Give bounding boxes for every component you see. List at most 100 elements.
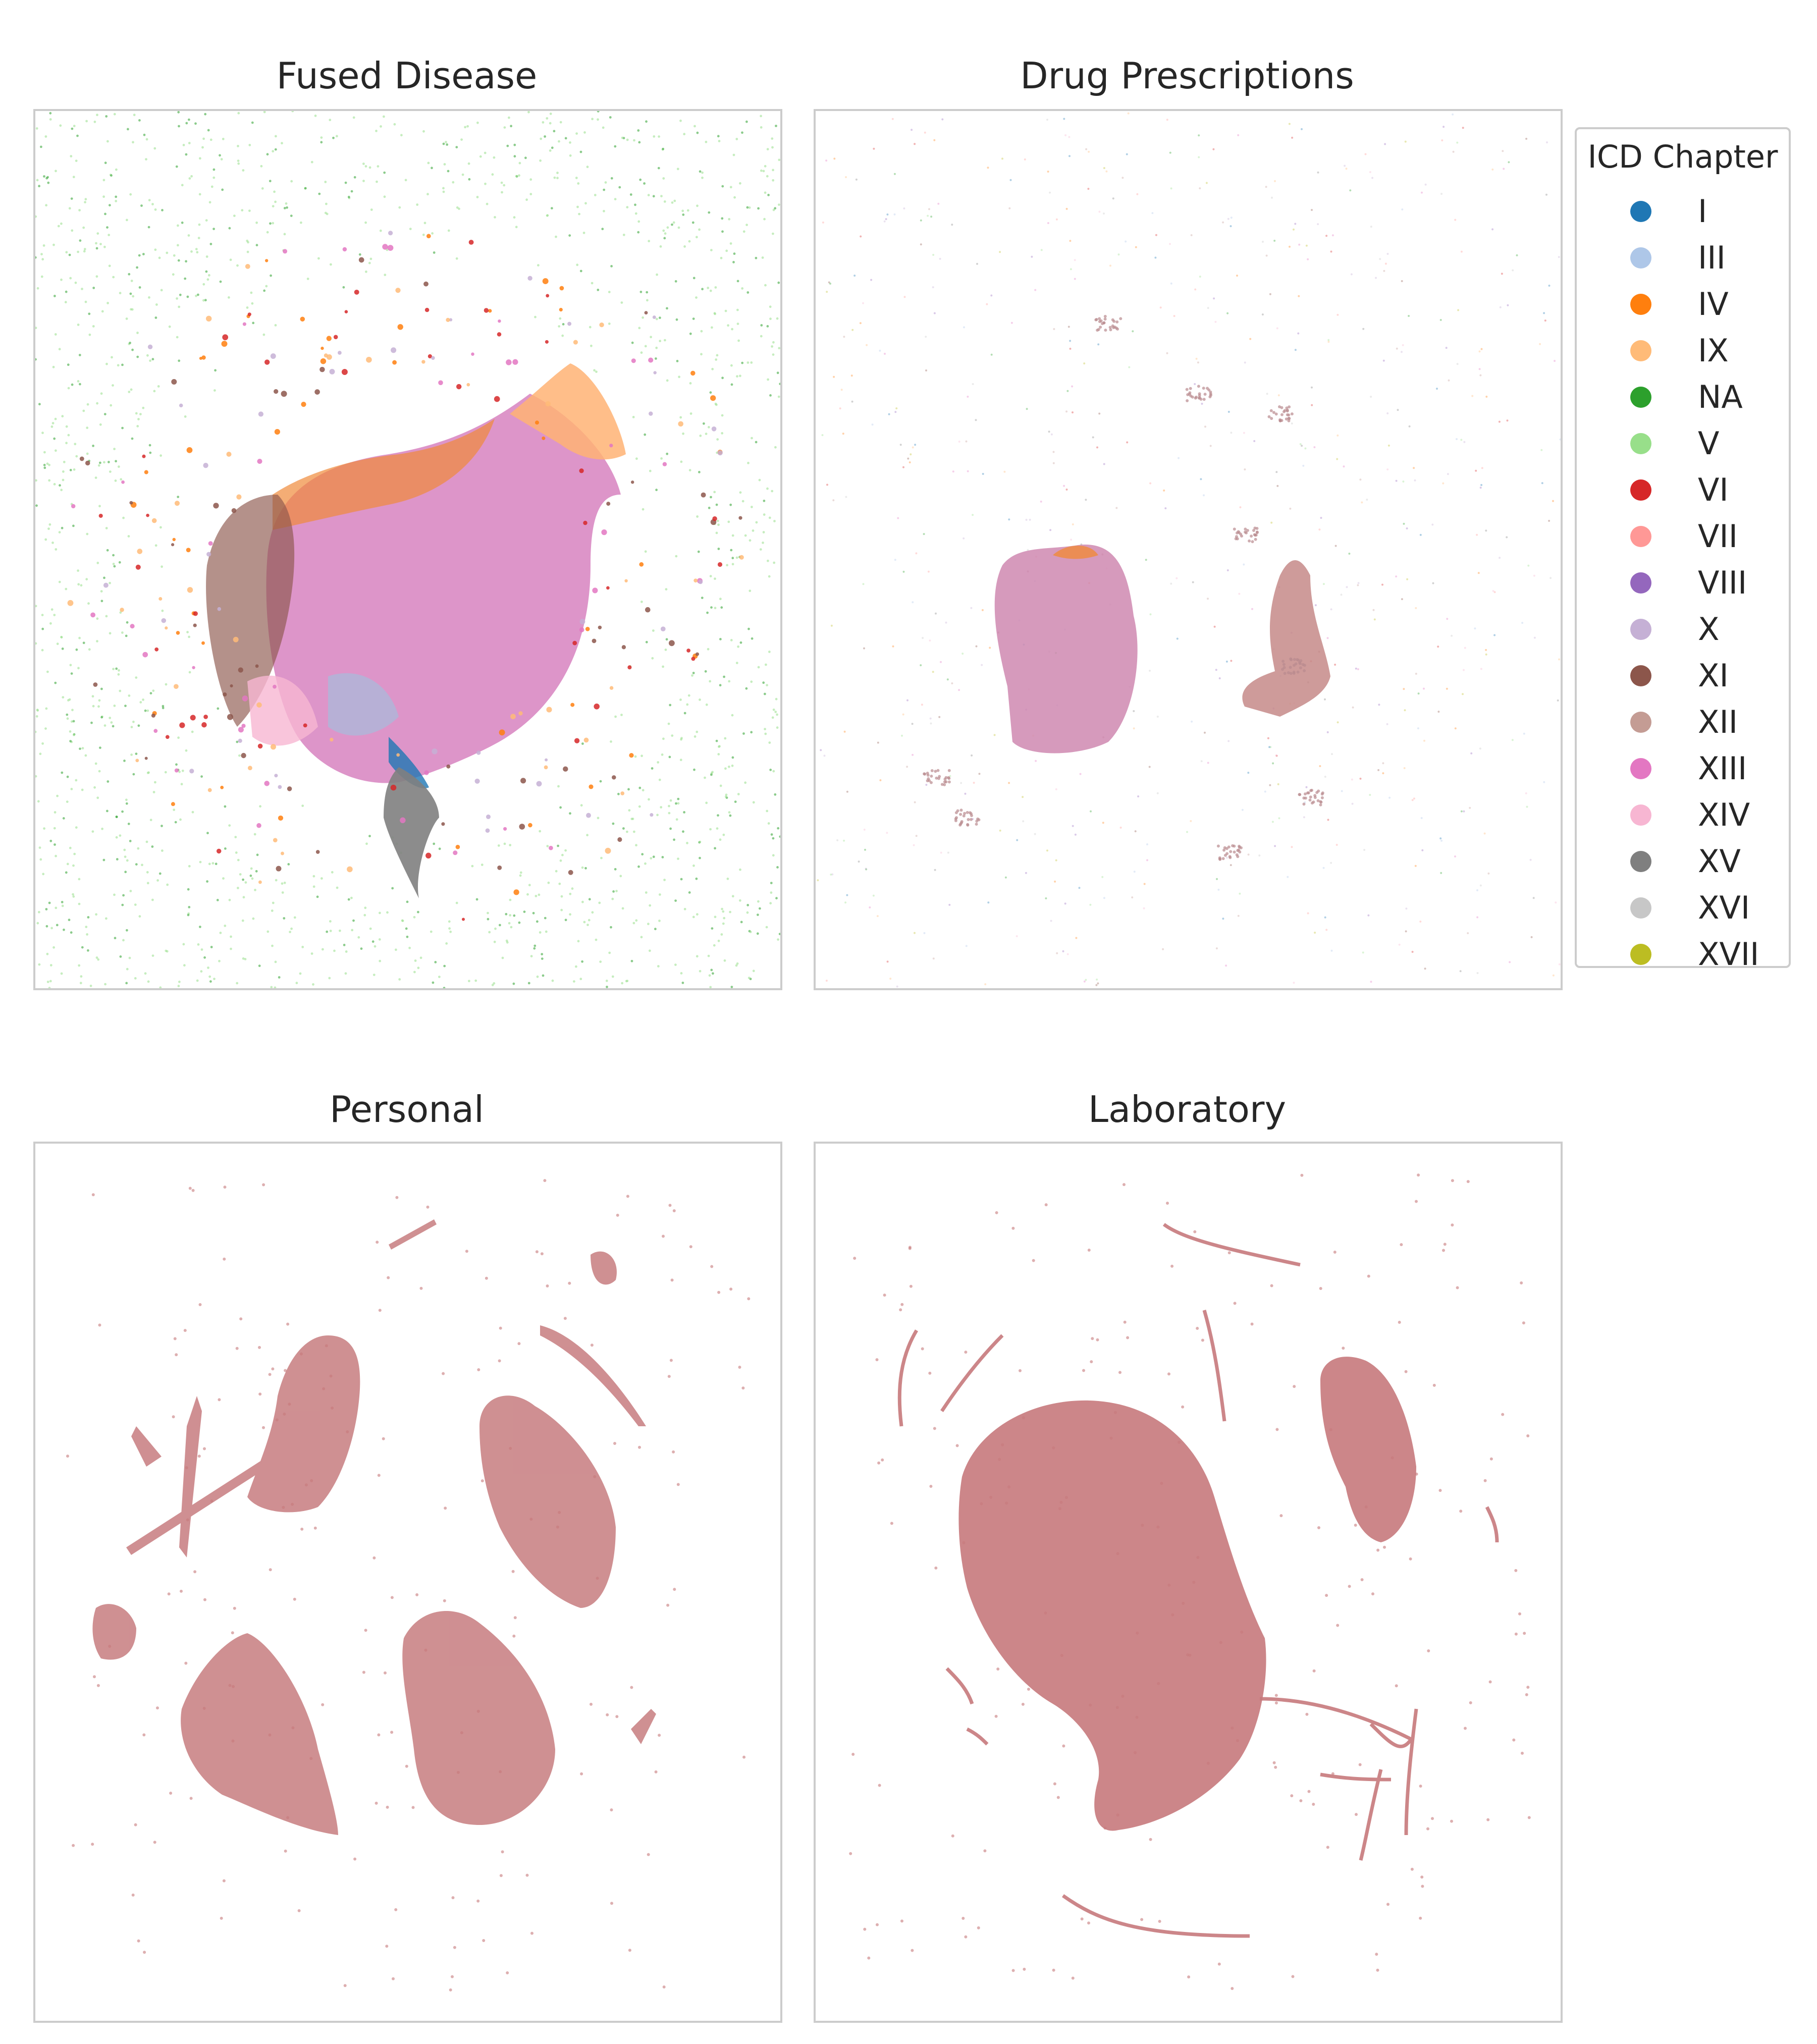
satellite-point — [494, 396, 500, 402]
sparse-point — [920, 219, 922, 222]
sparse-point — [1206, 1761, 1210, 1765]
satellite-point — [265, 259, 269, 262]
satellite-point — [644, 311, 648, 315]
na-point — [715, 739, 718, 742]
na-point — [692, 916, 695, 919]
sparse-point — [325, 1344, 328, 1348]
na-point — [182, 943, 185, 946]
satellite-point — [193, 611, 198, 616]
sparse-point — [1395, 575, 1398, 578]
sparse-point — [825, 980, 828, 982]
cluster-point — [1287, 671, 1290, 674]
sparse-point — [1386, 253, 1389, 255]
na-point — [546, 117, 549, 120]
sparse-point — [877, 1461, 881, 1465]
sparse-point — [1262, 241, 1264, 243]
na-point — [652, 195, 655, 198]
na-point — [61, 771, 64, 774]
cluster-point — [926, 772, 929, 775]
na-point — [657, 965, 660, 967]
sparse-point — [1451, 634, 1453, 637]
sparse-point — [1222, 221, 1224, 224]
na-point — [719, 598, 722, 601]
central-cloud — [206, 363, 626, 898]
filament-6 — [131, 1426, 162, 1467]
na-point — [447, 170, 450, 173]
satellite-point — [476, 750, 481, 755]
sparse-point — [1370, 396, 1372, 398]
personal-clusters — [92, 1219, 656, 1835]
na-point — [728, 765, 730, 768]
na-point — [559, 859, 562, 862]
sparse-point — [1087, 1249, 1091, 1252]
sparse-point — [1502, 150, 1504, 152]
sparse-point — [1065, 489, 1068, 491]
sparse-point — [911, 129, 913, 131]
sparse-point — [826, 483, 828, 486]
na-point — [642, 508, 645, 511]
na-point — [730, 639, 733, 641]
sparse-point — [1501, 1413, 1505, 1416]
na-point — [109, 470, 112, 473]
na-point — [777, 395, 780, 398]
na-point — [103, 724, 106, 727]
na-point — [391, 887, 394, 890]
cluster-point — [1233, 850, 1236, 854]
na-point — [581, 900, 584, 903]
na-point — [417, 966, 420, 970]
sparse-point — [1181, 1405, 1185, 1409]
sparse-point — [1485, 653, 1487, 656]
na-point — [744, 534, 747, 537]
cluster-point — [966, 823, 970, 826]
na-point — [269, 222, 272, 225]
sparse-point — [1485, 396, 1488, 398]
sparse-point — [1325, 1594, 1328, 1597]
satellite-point — [281, 391, 287, 397]
satellite-point — [520, 778, 526, 784]
na-point — [96, 562, 99, 564]
sparse-point — [881, 1458, 884, 1462]
na-point — [772, 169, 774, 172]
na-point — [626, 206, 629, 208]
sparse-point — [1272, 762, 1274, 765]
na-point — [242, 896, 245, 899]
na-point — [724, 737, 727, 740]
na-point — [105, 362, 108, 365]
na-point — [111, 356, 113, 359]
sparse-point — [1001, 157, 1003, 160]
cluster-point — [1191, 395, 1194, 399]
sparse-point — [940, 661, 942, 663]
sparse-point — [1115, 1706, 1119, 1709]
sparse-point — [1243, 563, 1245, 566]
na-point — [253, 833, 256, 836]
na-point — [177, 111, 180, 114]
sparse-point — [1119, 826, 1122, 829]
sparse-point — [963, 537, 965, 540]
sparse-point — [98, 1323, 101, 1327]
na-point — [501, 956, 504, 959]
sparse-point — [1049, 191, 1051, 194]
sparse-point — [386, 1805, 389, 1809]
na-point — [458, 207, 460, 210]
na-point — [96, 796, 99, 799]
satellite-point — [71, 504, 76, 509]
satellite-point — [512, 359, 518, 365]
sparse-point — [662, 1985, 666, 1988]
na-point — [101, 310, 104, 313]
satellite-point — [446, 764, 451, 769]
na-point — [549, 149, 552, 152]
na-point — [162, 705, 165, 708]
na-point — [70, 155, 73, 157]
na-point — [731, 557, 734, 560]
na-point — [200, 970, 203, 973]
satellite-point — [192, 666, 195, 669]
sparse-point — [1135, 1715, 1139, 1719]
na-point — [641, 853, 644, 855]
na-point — [705, 801, 708, 804]
sparse-points — [817, 112, 1561, 988]
cluster-point — [959, 809, 963, 812]
na-point — [709, 575, 712, 577]
na-point — [263, 111, 266, 114]
na-point — [635, 457, 638, 460]
sparse-point — [831, 873, 834, 876]
